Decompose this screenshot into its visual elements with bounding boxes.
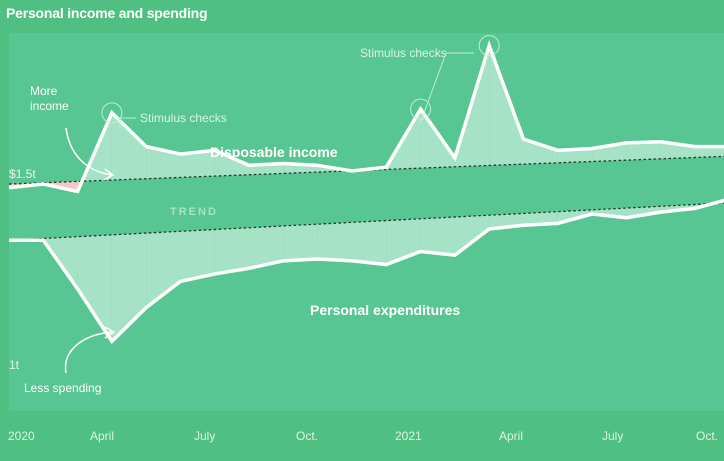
- disposable-income-point: [351, 169, 354, 172]
- x-tick-label: July: [194, 429, 215, 443]
- arrow-more-income-head: [103, 168, 115, 181]
- personal-expenditures-point: [8, 239, 11, 242]
- trend-label-lower: TREND: [289, 243, 337, 255]
- arrow-less-spending: [64, 331, 114, 374]
- personal-expenditures-point: [76, 287, 79, 290]
- personal-expenditures-gap-segment: [352, 220, 387, 265]
- disposable-income-gap-segment: [557, 148, 593, 163]
- x-tick-label: 2021: [395, 429, 422, 443]
- annotation-less-spending: Less spending: [24, 381, 101, 395]
- personal-expenditures-point: [316, 257, 319, 260]
- disposable-income-gap-segment: [214, 150, 250, 177]
- disposable-income-point: [591, 147, 594, 150]
- annotation-stimulus-checks-2: Stimulus checks: [360, 46, 447, 60]
- disposable-income-point: [179, 153, 182, 156]
- personal-expenditures-gap-segment: [249, 225, 284, 269]
- disposable-income-point: [8, 186, 11, 189]
- disposable-income-point: [316, 164, 319, 167]
- disposable-income-gap-segment: [180, 150, 215, 178]
- trend-label-upper: TREND: [170, 206, 218, 218]
- arrow-less-spending-head: [104, 326, 116, 339]
- personal-expenditures-point: [351, 259, 354, 262]
- annotation-more-income-line1: More: [30, 84, 58, 98]
- personal-expenditures-point: [694, 207, 697, 210]
- personal-expenditures-point: [453, 254, 456, 257]
- personal-expenditures-gap-segment: [317, 222, 352, 261]
- personal-expenditures-gap-segment: [146, 231, 181, 308]
- disposable-income-point: [145, 145, 148, 148]
- disposable-income-point: [385, 166, 388, 169]
- disposable-income-point: [282, 162, 285, 165]
- personal-expenditures-point: [213, 272, 216, 275]
- personal-expenditures-line: [9, 198, 724, 345]
- disposable-income-point: [110, 111, 113, 114]
- stimulus-marker-circle: [101, 102, 123, 124]
- series-lines: [8, 39, 724, 345]
- y-tick-label: $1.5t: [9, 167, 36, 181]
- personal-expenditures-gap-segment: [180, 229, 215, 282]
- personal-expenditures-point: [42, 239, 45, 242]
- stimulus-markers: [101, 34, 500, 124]
- disposable-income-gap-segment: [695, 146, 724, 158]
- y-tick-label: 1t: [9, 358, 20, 372]
- personal-expenditures-point: [110, 340, 113, 343]
- disposable-income-point: [488, 44, 491, 47]
- disposable-income-trend-line: [8, 155, 724, 185]
- personal-expenditures-trend-line: [8, 202, 724, 241]
- personal-expenditures-point: [282, 259, 285, 262]
- personal-expenditures-gap-segment: [214, 227, 250, 274]
- disposable-income-point: [42, 183, 45, 186]
- series-label-personal-expenditures: Personal expenditures: [310, 302, 460, 318]
- disposable-income-line: [8, 39, 724, 194]
- annotation-more-income-line2: income: [30, 99, 69, 113]
- chart-title: Personal income and spending: [6, 5, 208, 21]
- trend-lines: [8, 155, 724, 241]
- x-tick-label: July: [602, 429, 623, 443]
- disposable-income-point: [625, 141, 628, 144]
- disposable-income-gap-segment: [111, 112, 147, 181]
- disposable-income-gap-segment: [489, 45, 524, 166]
- x-tick-label: April: [499, 429, 523, 443]
- stimulus-marker-circle: [410, 98, 432, 120]
- stimulus-marker-circle: [478, 34, 500, 56]
- personal-expenditures-point: [659, 211, 662, 214]
- personal-expenditures-gap-segment: [454, 215, 490, 256]
- personal-expenditures-gap-segment: [420, 216, 455, 256]
- disposable-income-point: [556, 149, 559, 152]
- x-tick-label: 2020: [8, 429, 35, 443]
- personal-expenditures-point: [591, 213, 594, 216]
- arrow-more-income: [65, 127, 113, 176]
- disposable-income-gap-segment: [523, 139, 558, 165]
- x-tick-label: Oct.: [296, 429, 318, 443]
- personal-expenditures-gap-segment: [523, 211, 558, 226]
- personal-expenditures-point: [179, 280, 182, 283]
- disposable-income-gap-segment: [146, 146, 181, 179]
- disposable-income-point: [522, 138, 525, 141]
- disposable-income-point: [76, 190, 79, 193]
- personal-expenditures-point: [556, 222, 559, 225]
- disposable-income-point: [248, 164, 251, 167]
- x-axis-ticks: 2020 April July Oct. 2021 April July Oct…: [8, 429, 718, 443]
- series-label-disposable-income: Disposable income: [210, 144, 338, 160]
- annotation-stimulus-checks-1: Stimulus checks: [140, 111, 227, 125]
- disposable-income-point: [419, 108, 422, 111]
- x-tick-label: April: [90, 429, 114, 443]
- personal-expenditures-point: [385, 263, 388, 266]
- personal-expenditures-gap-segment: [283, 224, 318, 261]
- personal-expenditures-point: [522, 224, 525, 227]
- disposable-income-point: [659, 140, 662, 143]
- annotation-leader-stimulus-2b: [419, 52, 447, 125]
- personal-expenditures-point: [625, 216, 628, 219]
- disposable-income-point: [694, 145, 697, 148]
- personal-expenditures-point: [419, 250, 422, 253]
- personal-expenditures-point: [488, 227, 491, 230]
- personal-expenditures-point: [145, 306, 148, 309]
- disposable-income-gap-segment: [626, 141, 661, 161]
- disposable-income-point: [453, 156, 456, 159]
- personal-expenditures-point: [248, 267, 251, 270]
- personal-expenditures-gap-segment: [77, 234, 112, 342]
- x-tick-label: Oct.: [696, 429, 718, 443]
